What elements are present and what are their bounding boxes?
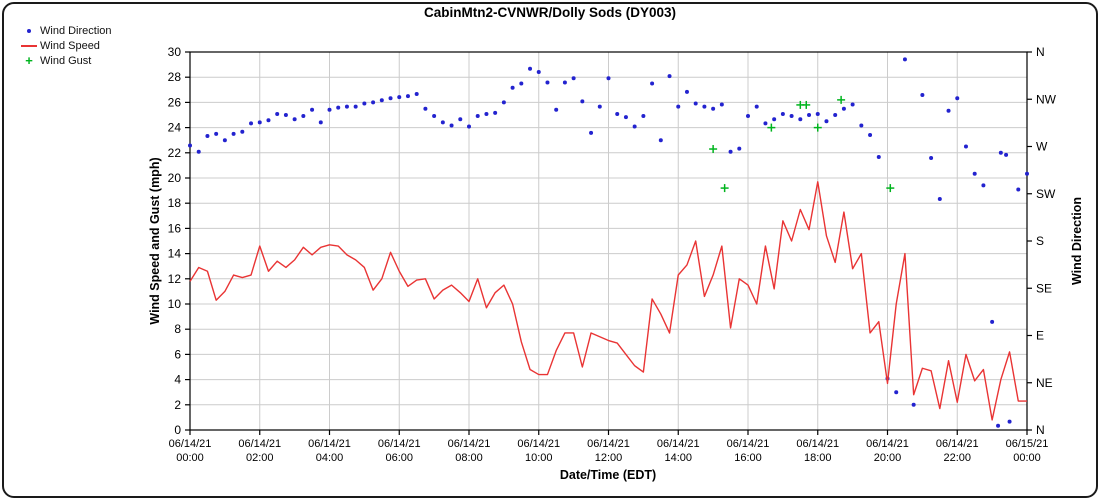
svg-text:NE: NE <box>1036 376 1053 390</box>
svg-text:2: 2 <box>174 398 181 412</box>
wind-gust-plus-icon: + <box>25 52 33 68</box>
svg-text:SE: SE <box>1036 281 1052 295</box>
legend-label: Wind Direction <box>40 24 112 37</box>
svg-text:12: 12 <box>168 272 182 286</box>
svg-text:14:00: 14:00 <box>664 452 692 464</box>
gridlines <box>190 52 1027 430</box>
svg-text:8: 8 <box>174 322 181 336</box>
svg-text:00:00: 00:00 <box>1013 452 1041 464</box>
legend-label: Wind Speed <box>40 39 100 52</box>
legend-item-wind-direction: Wind Direction <box>20 23 112 38</box>
svg-text:22: 22 <box>168 146 182 160</box>
svg-text:16: 16 <box>168 221 182 235</box>
svg-text:06/14/21: 06/14/21 <box>378 438 421 450</box>
svg-text:08:00: 08:00 <box>455 452 483 464</box>
svg-text:W: W <box>1036 140 1048 154</box>
svg-text:06/14/21: 06/14/21 <box>448 438 491 450</box>
svg-text:12:00: 12:00 <box>595 452 623 464</box>
series-wind-direction <box>188 57 1029 428</box>
svg-text:06/14/21: 06/14/21 <box>517 438 560 450</box>
series-wind-gust <box>709 95 895 193</box>
svg-text:06/14/21: 06/14/21 <box>727 438 770 450</box>
svg-text:06/14/21: 06/14/21 <box>657 438 700 450</box>
svg-text:N: N <box>1036 45 1045 59</box>
svg-text:14: 14 <box>168 247 182 261</box>
chart-title: CabinMtn2-CVNWR/Dolly Sods (DY003) <box>423 5 677 20</box>
svg-text:6: 6 <box>174 347 181 361</box>
svg-text:22:00: 22:00 <box>943 452 971 464</box>
svg-text:06/14/21: 06/14/21 <box>936 438 979 450</box>
svg-text:06/14/21: 06/14/21 <box>587 438 630 450</box>
svg-text:S: S <box>1036 234 1044 248</box>
right-axis-title: Wind Direction <box>1070 196 1084 286</box>
svg-text:E: E <box>1036 329 1044 343</box>
svg-text:4: 4 <box>174 373 181 387</box>
svg-text:26: 26 <box>168 95 182 109</box>
svg-text:10:00: 10:00 <box>525 452 553 464</box>
svg-text:04:00: 04:00 <box>316 452 344 464</box>
left-axis-title: Wind Speed and Gust (mph) <box>148 157 162 325</box>
svg-text:02:00: 02:00 <box>246 452 274 464</box>
svg-text:0: 0 <box>174 423 181 437</box>
svg-text:06/14/21: 06/14/21 <box>238 438 281 450</box>
svg-text:06:00: 06:00 <box>385 452 413 464</box>
legend-item-wind-speed: Wind Speed <box>20 38 112 53</box>
svg-text:06/14/21: 06/14/21 <box>866 438 909 450</box>
svg-text:28: 28 <box>168 70 182 84</box>
wind-speed-line-icon <box>20 44 38 47</box>
svg-text:06/14/21: 06/14/21 <box>169 438 212 450</box>
svg-text:24: 24 <box>168 121 182 135</box>
wind-direction-dot-icon <box>20 28 38 33</box>
svg-text:20: 20 <box>168 171 182 185</box>
svg-text:06/14/21: 06/14/21 <box>308 438 351 450</box>
svg-text:06/14/21: 06/14/21 <box>796 438 839 450</box>
svg-text:N: N <box>1036 423 1045 437</box>
svg-text:10: 10 <box>168 297 182 311</box>
right-axis: N NW W SW S SE E NE N <box>1027 45 1057 437</box>
svg-text:18: 18 <box>168 196 182 210</box>
series-wind-speed <box>189 181 1027 421</box>
legend-item-wind-gust: + Wind Gust <box>20 53 112 68</box>
legend: Wind Direction Wind Speed + Wind Gust <box>20 23 112 68</box>
legend-label: Wind Gust <box>40 54 92 67</box>
svg-text:00:00: 00:00 <box>176 452 204 464</box>
svg-text:20:00: 20:00 <box>874 452 902 464</box>
svg-text:NW: NW <box>1036 92 1057 106</box>
svg-text:06/15/21: 06/15/21 <box>1006 438 1049 450</box>
svg-text:16:00: 16:00 <box>734 452 762 464</box>
svg-text:30: 30 <box>168 45 182 59</box>
x-axis-title: Date/Time (EDT) <box>559 468 657 482</box>
x-axis: 06/14/21 00:00 06/14/21 02:00 06/14/21 04:00 0… <box>169 430 1049 464</box>
svg-text:SW: SW <box>1036 187 1056 201</box>
svg-text:18:00: 18:00 <box>804 452 832 464</box>
